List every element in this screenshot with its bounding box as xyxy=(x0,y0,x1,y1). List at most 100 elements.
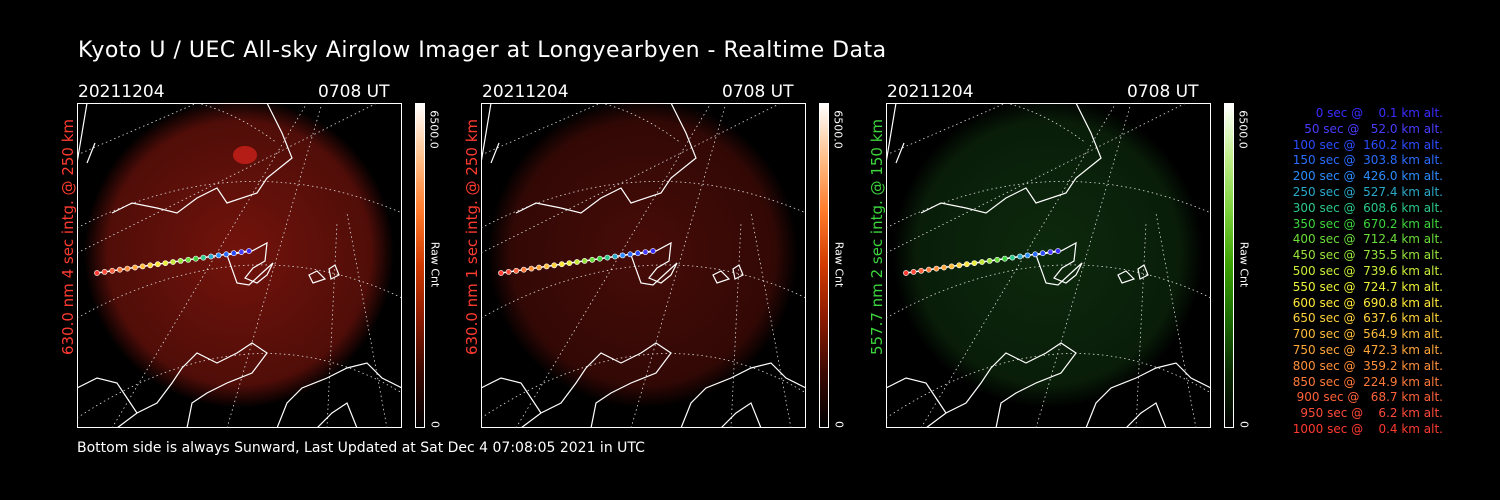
meridian-line xyxy=(885,102,1007,156)
legend-entry: 100 sec @ 160.2 km alt. xyxy=(1292,137,1443,152)
legend-entry: 750 sec @ 472.3 km alt. xyxy=(1292,343,1443,357)
meridian-line xyxy=(76,102,198,156)
trajectory-point xyxy=(139,263,146,270)
legend-entry: 900 sec @ 68.7 km alt. xyxy=(1296,390,1443,405)
panel-1-date: 20211204 xyxy=(78,82,165,102)
meridian-line xyxy=(111,102,308,429)
legend-entry: 450 sec @ 735.5 km alt. xyxy=(1292,248,1443,263)
trajectory-point xyxy=(619,252,626,259)
footer-note: Bottom side is always Sunward, Last Upda… xyxy=(77,440,645,456)
greenland-coast xyxy=(920,102,1102,214)
trajectory-point xyxy=(1024,252,1031,259)
meridian-line xyxy=(480,102,602,156)
trajectory-point xyxy=(109,267,116,274)
legend-entry: 150 sec @ 303.8 km alt. xyxy=(1292,153,1443,168)
russia-coast xyxy=(680,362,807,429)
panel-1-side-label: 630.0 nm 4 sec intg. @ 250 km xyxy=(59,118,77,356)
legend-entry: 800 sec @ 359.2 km alt. xyxy=(1292,358,1443,373)
trajectory-point xyxy=(918,267,925,274)
trajectory-point xyxy=(116,266,123,273)
legend-entry: 350 sec @ 670.2 km alt. xyxy=(1292,216,1443,231)
trajectory-point xyxy=(986,257,993,264)
legend-entry: 300 sec @ 608.6 km alt. xyxy=(1292,200,1443,215)
trajectory-point xyxy=(246,248,252,254)
trajectory-point xyxy=(223,251,230,258)
trajectory-point xyxy=(634,250,641,257)
trajectory-point xyxy=(956,262,963,269)
panel-3-colorbar-max: 6500.0 xyxy=(1236,110,1250,149)
panel-2-colorbar-min: 0 xyxy=(832,421,846,428)
trajectory-point xyxy=(124,265,131,272)
legend-entry: 950 sec @ 6.2 km alt. xyxy=(1300,406,1443,421)
trajectory-point xyxy=(536,264,542,271)
legend-entry: 850 sec @ 224.9 km alt. xyxy=(1292,374,1443,389)
trajectory-point xyxy=(941,264,947,271)
trajectory-point xyxy=(170,259,176,265)
russia-coast xyxy=(276,362,403,429)
trajectory-point xyxy=(596,255,603,262)
meridian-line xyxy=(920,102,1117,429)
trajectory-point xyxy=(177,257,184,264)
meridian-line xyxy=(885,102,1187,254)
coastline xyxy=(885,102,905,164)
scandinavia-coast xyxy=(116,342,268,429)
trajectory-point xyxy=(612,253,618,260)
meridian-line xyxy=(326,222,338,429)
trajectory-point xyxy=(147,262,154,269)
scandinavia-coast xyxy=(520,342,672,429)
russia-coast xyxy=(1085,362,1212,429)
island-coast xyxy=(308,264,340,284)
trajectory-point xyxy=(513,267,520,274)
meridian-line xyxy=(480,102,782,254)
trajectory-point xyxy=(1055,248,1061,254)
trajectory-point xyxy=(185,256,192,263)
legend-entry: 50 sec @ 52.0 km alt. xyxy=(1304,121,1443,136)
trajectory-point xyxy=(1039,250,1046,257)
airglow-field xyxy=(893,98,1203,408)
trajectory-point xyxy=(543,263,550,270)
trajectory-point xyxy=(1009,254,1016,261)
panel-1-image xyxy=(76,98,403,429)
trajectory-point xyxy=(948,263,955,270)
coastline xyxy=(480,377,542,414)
page-title: Kyoto U / UEC All-sky Airglow Imager at … xyxy=(78,38,887,63)
trajectory-point xyxy=(154,261,161,268)
latitude-line xyxy=(76,264,403,319)
trajectory-point xyxy=(505,268,512,275)
meridian-line xyxy=(515,102,712,429)
island-coast xyxy=(1117,264,1149,284)
svalbard-coast xyxy=(226,241,274,286)
legend-entry: 250 sec @ 527.4 km alt. xyxy=(1292,185,1443,199)
panel-1-colorbar-unit: Raw Cnt xyxy=(428,241,442,288)
meridian-line xyxy=(346,212,388,429)
legend-entry: 200 sec @ 426.0 km alt. xyxy=(1292,169,1443,184)
meridian-line xyxy=(76,102,378,254)
trajectory-point xyxy=(589,256,596,263)
panel-1-time: 0708 UT xyxy=(318,82,390,102)
trajectory-point xyxy=(1001,255,1008,262)
panel-2-colorbar-unit: Raw Cnt xyxy=(832,241,846,288)
trajectory-point xyxy=(215,252,222,259)
panel-3-date: 20211204 xyxy=(887,82,974,102)
legend-entry: 1000 sec @ 0.4 km alt. xyxy=(1292,422,1443,436)
panel-2-time: 0708 UT xyxy=(722,82,794,102)
trajectory-point xyxy=(528,265,535,272)
panel-2-side-label: 630.0 nm 1 sec intg. @ 250 km xyxy=(463,118,481,356)
greenland-coast xyxy=(111,102,293,214)
trajectory-point xyxy=(574,259,580,265)
legend-entry: 400 sec @ 712.4 km alt. xyxy=(1292,232,1443,247)
meridian-line xyxy=(1135,222,1147,429)
trajectory-point xyxy=(650,248,656,254)
panel-1-colorbar xyxy=(415,103,425,428)
aurora-spot xyxy=(233,146,257,164)
coastline xyxy=(76,377,138,414)
trajectory-point xyxy=(566,260,573,266)
trajectory-point xyxy=(101,268,108,275)
trajectory-point xyxy=(933,265,940,272)
svalbard-coast xyxy=(1035,241,1083,286)
trajectory-point xyxy=(979,259,985,265)
panel-2-date: 20211204 xyxy=(482,82,569,102)
trajectory-point xyxy=(971,260,978,266)
svalbard-coast xyxy=(630,241,678,286)
panel-2-colorbar xyxy=(819,103,829,428)
